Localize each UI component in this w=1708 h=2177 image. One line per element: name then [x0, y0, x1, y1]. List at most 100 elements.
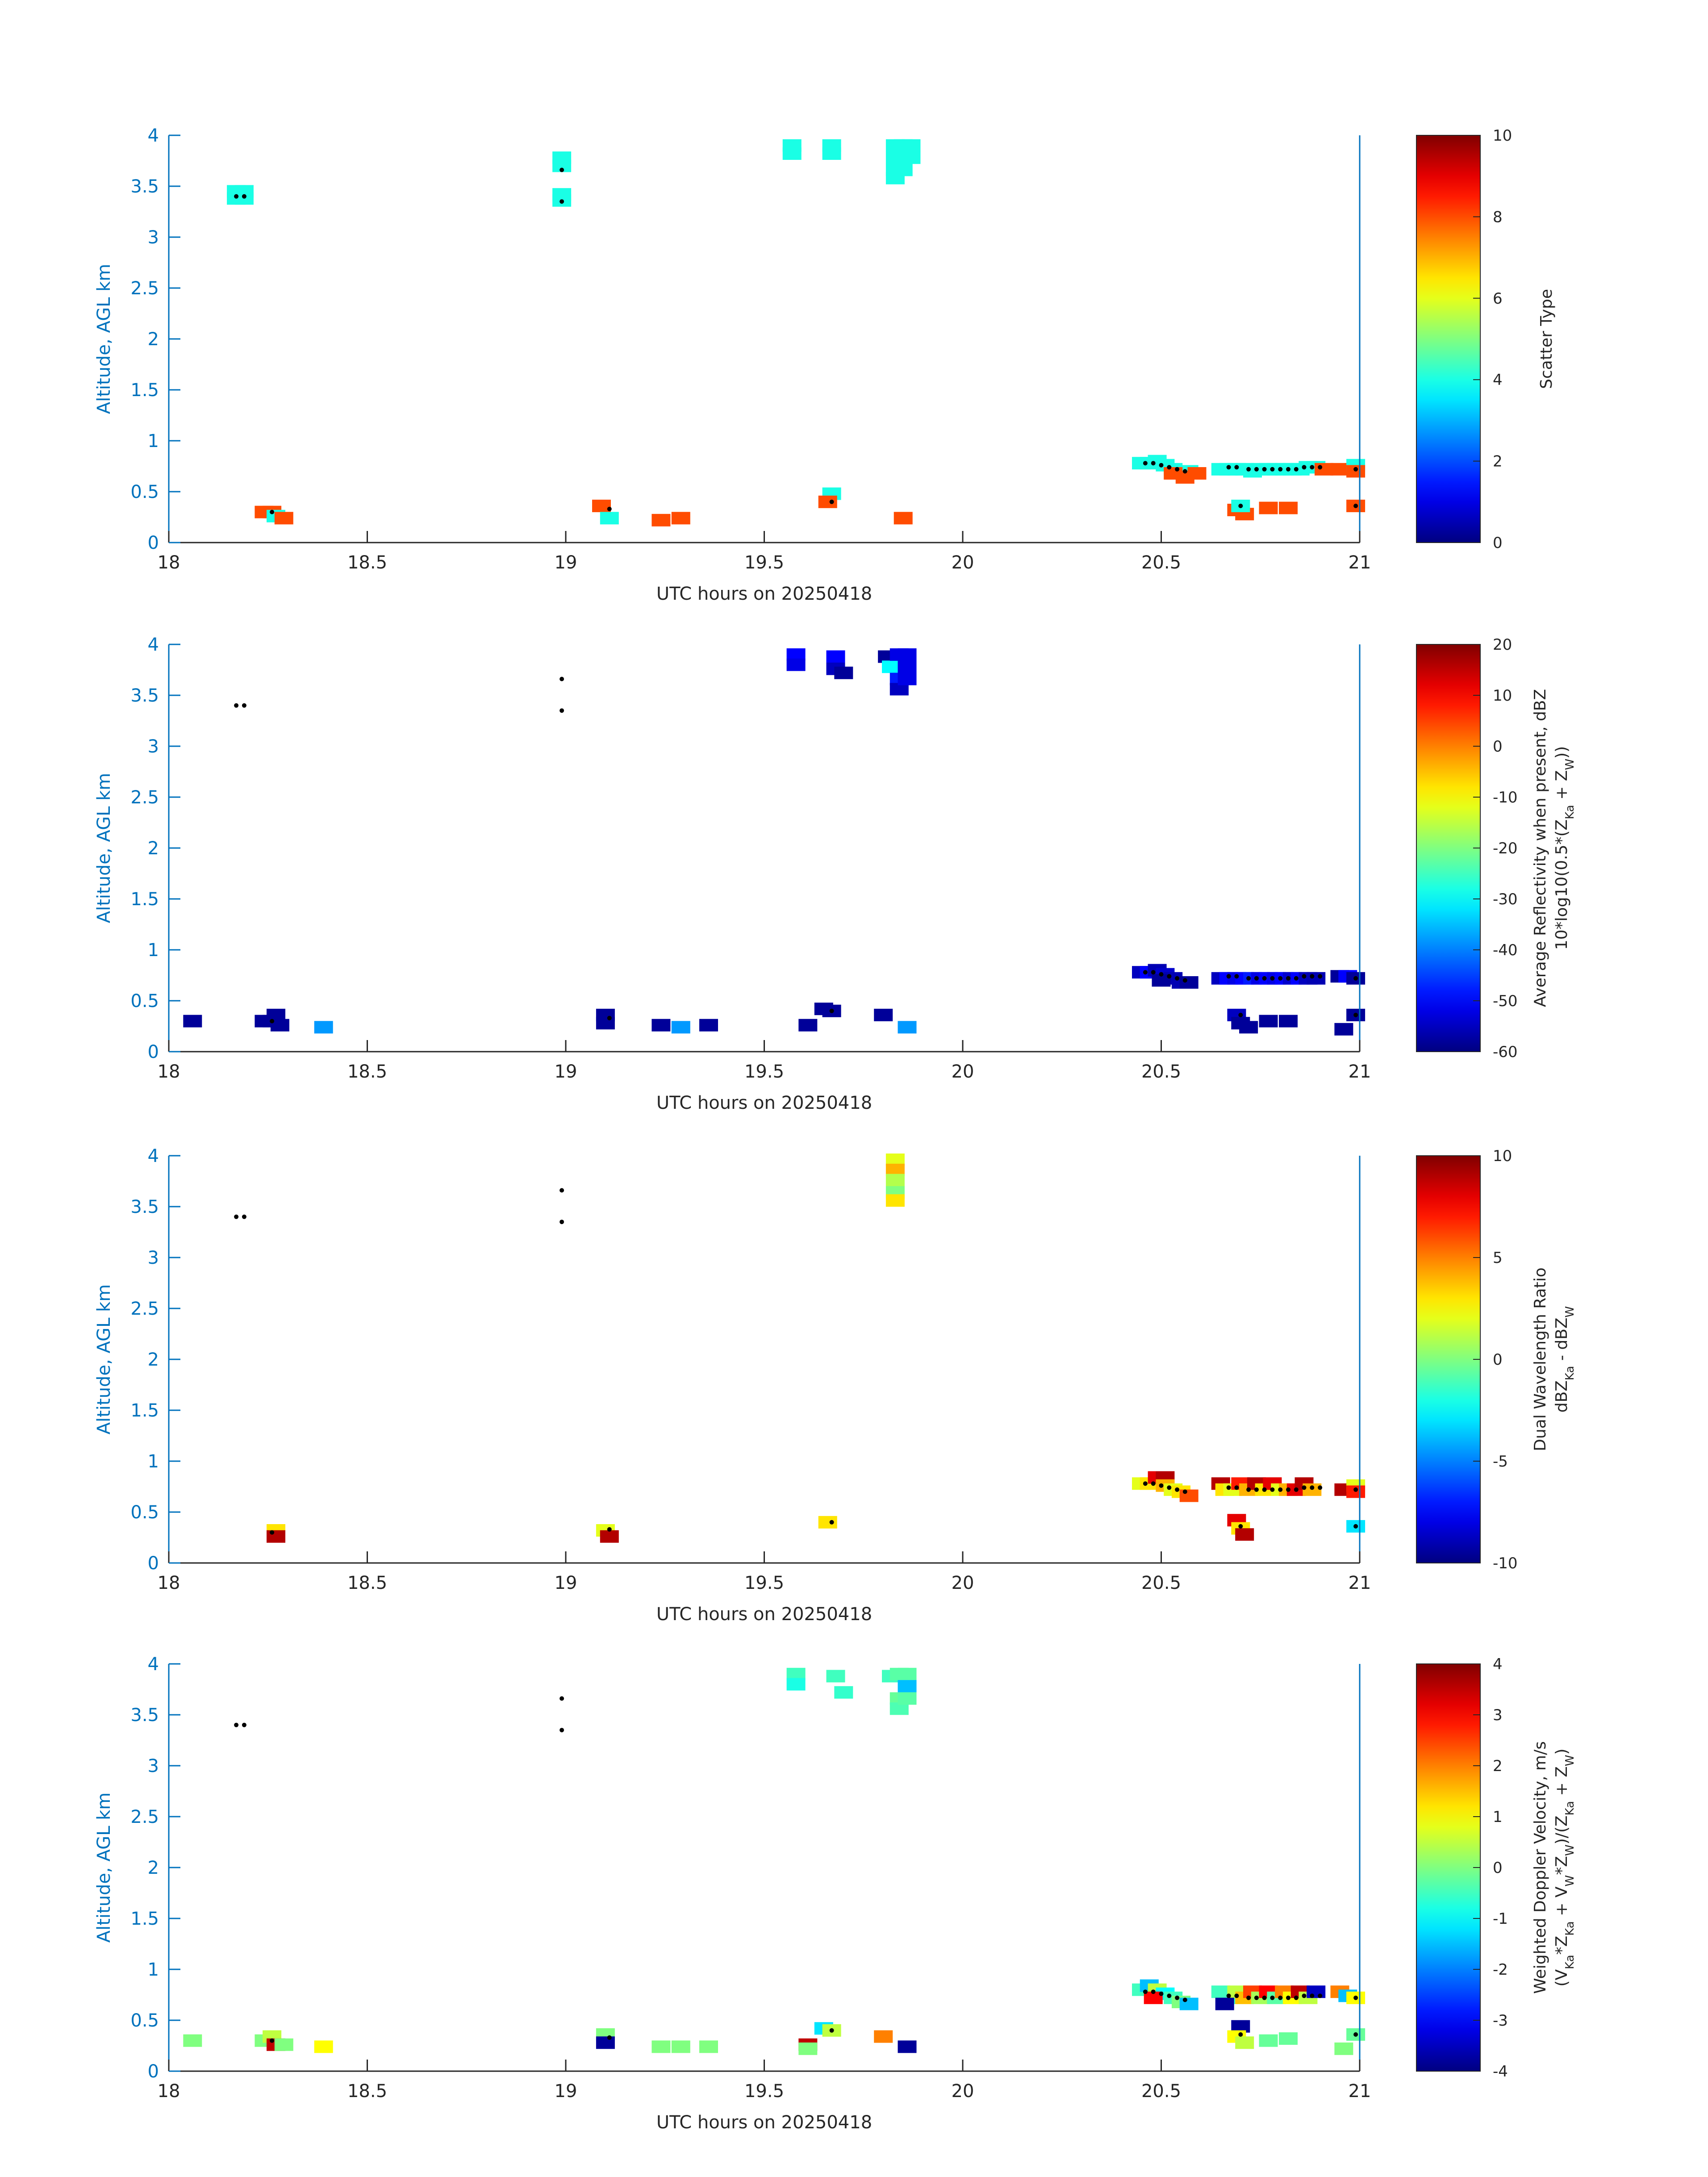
- cloud-marker: [1238, 503, 1243, 508]
- y-tick-label: 0: [148, 2061, 159, 2082]
- cloud-marker: [1182, 1489, 1187, 1494]
- x-tick-label: 20: [952, 1573, 974, 1593]
- cloud-marker: [1278, 1995, 1283, 2000]
- x-tick-label: 19: [555, 2081, 577, 2102]
- data-cell: [898, 1667, 917, 1680]
- data-cell: [786, 1678, 806, 1691]
- cloud-marker: [560, 1220, 564, 1224]
- x-tick-label: 21: [1349, 1061, 1371, 1082]
- cloud-marker: [829, 1520, 834, 1525]
- data-cell: [1187, 467, 1207, 480]
- cloud-marker: [1278, 467, 1283, 472]
- y-tick-label: 2.5: [130, 1299, 159, 1319]
- panel-3: 18 18.5 19 19.5 20 20.5 21 0 0.5 1 1.5 2 2.5 3 3.5 4 UTC…: [94, 1146, 1577, 1625]
- cloud-marker: [560, 199, 564, 204]
- y-axis-label: Altitude, AGL km: [94, 773, 114, 923]
- colorbar-label-line: Average Reflectivity when present, dBZ: [1531, 689, 1549, 1007]
- y-tick-label: 0.5: [130, 482, 159, 502]
- x-tick-label: 20.5: [1141, 552, 1181, 573]
- data-cell: [1279, 1015, 1298, 1028]
- y-tick-label: 0: [148, 533, 159, 553]
- data-cell: [1259, 1015, 1278, 1028]
- data-cell: [671, 1021, 690, 1034]
- cloud-marker: [1310, 1993, 1315, 1998]
- cloud-marker: [1159, 972, 1164, 977]
- y-tick-label: 4: [148, 125, 159, 146]
- colorbar-tick-label: 10: [1493, 127, 1512, 145]
- colorbar-tick-label: -20: [1493, 840, 1518, 857]
- x-tick-label: 20.5: [1141, 1573, 1181, 1593]
- x-tick-label: 18.5: [347, 2081, 387, 2102]
- x-axis-label: UTC hours on 20250418: [656, 1093, 872, 1113]
- colorbar-tick-label: 10: [1493, 687, 1512, 705]
- y-axis-label: Altitude, AGL km: [94, 1284, 114, 1435]
- cloud-marker: [829, 2028, 834, 2033]
- x-tick-label: 21: [1349, 2081, 1371, 2102]
- cloud-marker: [1302, 1485, 1307, 1490]
- cloud-marker: [1353, 1012, 1358, 1017]
- cloud-marker: [1234, 465, 1239, 470]
- cloud-marker: [1143, 461, 1148, 466]
- x-axis-label: UTC hours on 20250418: [656, 584, 872, 604]
- data-cell: [314, 1021, 333, 1034]
- colorbar-tick-label: 0: [1493, 534, 1503, 552]
- cloud-marker: [1353, 1487, 1358, 1492]
- y-tick-label: 2.5: [130, 1807, 159, 1827]
- colorbar-tick-label: -1: [1493, 1910, 1508, 1928]
- colorbar-tick-label: 5: [1493, 1249, 1503, 1267]
- data-cell: [898, 1021, 917, 1034]
- cloud-marker: [234, 1722, 239, 1727]
- x-axis-label: UTC hours on 20250418: [656, 1604, 872, 1625]
- colorbar-tick-label: -50: [1493, 992, 1518, 1010]
- data-cell: [1215, 1997, 1234, 2010]
- cloud-marker: [607, 1015, 612, 1020]
- data-cell: [651, 514, 671, 526]
- y-tick-label: 2.5: [130, 787, 159, 808]
- cloud-marker: [270, 510, 275, 514]
- colorbar: [1416, 135, 1481, 543]
- cloud-marker: [1353, 1524, 1358, 1529]
- cloud-marker: [1302, 1993, 1307, 1998]
- cloud-marker: [1238, 1012, 1243, 1017]
- data-cell: [1334, 2042, 1353, 2055]
- cloud-marker: [1262, 1487, 1267, 1492]
- cloud-marker: [1262, 467, 1267, 472]
- cloud-marker: [1226, 1993, 1231, 1998]
- data-cell: [818, 1516, 837, 1529]
- cloud-marker: [1302, 465, 1307, 470]
- data-cell: [1179, 1997, 1199, 2010]
- colorbar-tick-label: 0: [1493, 738, 1503, 756]
- y-tick-label: 1.5: [130, 380, 159, 401]
- colorbar-tick-label: -4: [1493, 2063, 1508, 2081]
- cloud-marker: [1278, 976, 1283, 981]
- cloud-marker: [1294, 467, 1299, 472]
- cloud-marker: [270, 1019, 275, 1024]
- data-cell: [183, 1015, 202, 1028]
- cloud-marker: [1318, 1993, 1323, 1998]
- data-cell: [183, 2034, 202, 2047]
- cloud-marker: [560, 1696, 564, 1701]
- cloud-marker: [1167, 465, 1172, 470]
- data-cell: [885, 1194, 905, 1207]
- cloud-marker: [1151, 1989, 1156, 1994]
- cloud-marker: [1159, 1991, 1164, 1996]
- cloud-marker: [1294, 976, 1299, 981]
- cloud-marker: [1270, 1487, 1275, 1492]
- data-cell: [834, 1686, 853, 1699]
- y-tick-label: 3: [148, 1248, 159, 1268]
- colorbar-label: Weighted Doppler Velocity, m/s (VKa*ZKa +…: [1531, 1741, 1577, 1994]
- x-tick-label: 19: [555, 552, 577, 573]
- cloud-marker: [1318, 974, 1323, 979]
- cloud-marker: [1270, 976, 1275, 981]
- y-tick-label: 3.5: [130, 176, 159, 197]
- cloud-marker: [242, 194, 246, 199]
- x-tick-label: 18.5: [347, 1573, 387, 1593]
- colorbar-tick-label: 3: [1493, 1706, 1503, 1724]
- data-cell: [600, 1530, 619, 1543]
- cloud-marker: [1182, 469, 1187, 474]
- x-tick-label: 18: [158, 552, 180, 573]
- colorbar-tick-label: 4: [1493, 1655, 1503, 1673]
- cloud-marker: [1175, 467, 1180, 472]
- data-cell: [882, 660, 901, 673]
- colorbar-tick-label: -5: [1493, 1453, 1508, 1471]
